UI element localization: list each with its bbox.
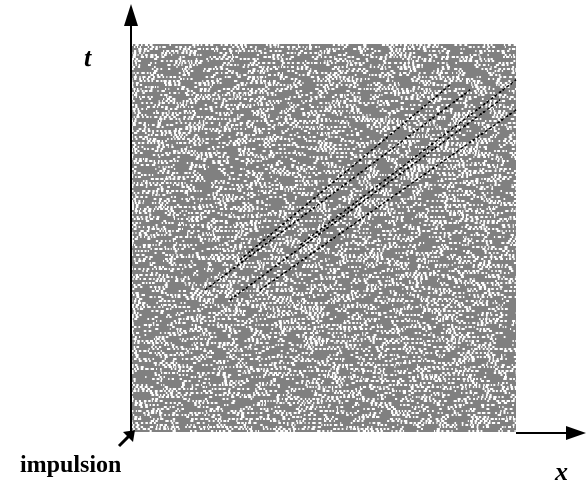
x-label: x bbox=[554, 457, 568, 486]
wave-streak bbox=[230, 100, 500, 300]
t-arrowhead bbox=[124, 4, 138, 26]
pattern-rows bbox=[131, 45, 516, 431]
diagram: t x impulsion bbox=[0, 0, 586, 488]
space-time-pattern bbox=[131, 45, 516, 431]
wave-streak bbox=[205, 90, 470, 290]
x-arrowhead bbox=[566, 426, 586, 440]
t-label: t bbox=[84, 43, 92, 72]
impulsion-label: impulsion bbox=[20, 452, 121, 478]
